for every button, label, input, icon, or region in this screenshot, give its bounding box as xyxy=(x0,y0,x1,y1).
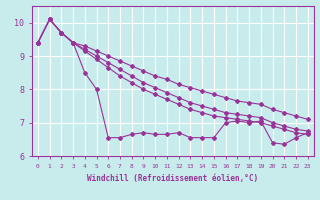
X-axis label: Windchill (Refroidissement éolien,°C): Windchill (Refroidissement éolien,°C) xyxy=(87,174,258,183)
